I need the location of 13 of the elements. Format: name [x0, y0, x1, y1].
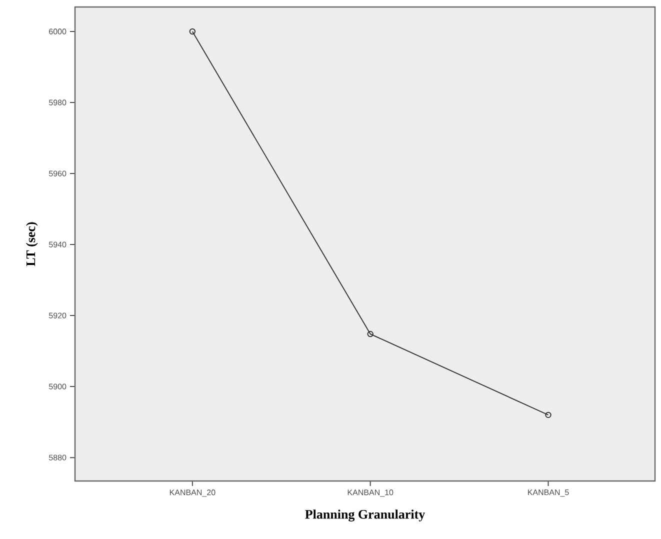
x-tick-label: KANBAN_5 — [528, 490, 569, 497]
y-tick-label: 6000 — [49, 28, 66, 34]
y-tick-label: 5880 — [48, 454, 66, 460]
y-tick-label: 5980 — [48, 100, 66, 106]
x-tick-label: KANBAN_10 — [348, 490, 394, 497]
y-tick-label: 5940 — [48, 242, 66, 248]
y-tick-label: 5960 — [48, 170, 66, 176]
point — [367, 330, 374, 338]
x-tick-label: KANBAN_20 — [170, 490, 216, 497]
y-axis-title: LT (sec) — [26, 222, 38, 266]
x-axis-title: Planning Granularity — [305, 510, 425, 522]
y-tick-label: 5920 — [48, 312, 66, 318]
y-tick-label: 5900 — [48, 384, 66, 390]
